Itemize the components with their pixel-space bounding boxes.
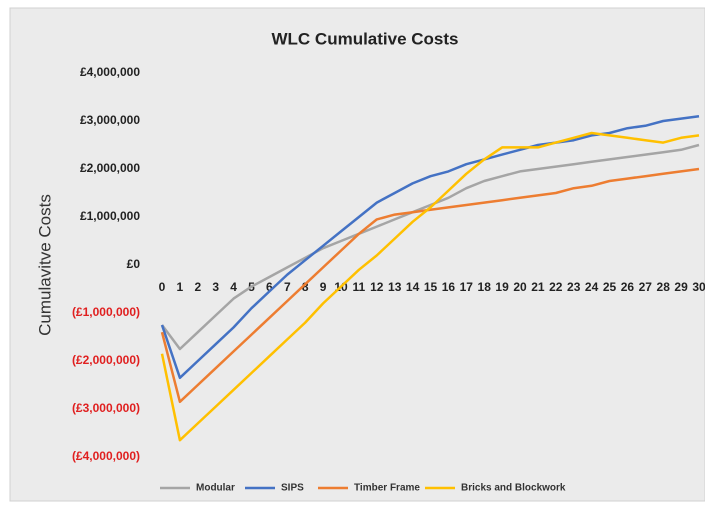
y-tick-label: (£2,000,000) bbox=[72, 353, 140, 367]
series-line bbox=[160, 143, 700, 351]
x-tick-label: 2 bbox=[194, 280, 201, 294]
x-tick-label: 8 bbox=[302, 280, 309, 294]
y-tick-label: (£4,000,000) bbox=[72, 449, 140, 463]
y-tick-label: (£1,000,000) bbox=[72, 305, 140, 319]
x-tick-label: 6 bbox=[266, 280, 273, 294]
x-tick-label: 26 bbox=[621, 280, 635, 294]
x-tick-label: 20 bbox=[513, 280, 527, 294]
y-tick-label: £1,000,000 bbox=[80, 209, 140, 223]
x-tick-label: 4 bbox=[230, 280, 237, 294]
x-tick-label: 1 bbox=[177, 280, 184, 294]
x-tick-label: 18 bbox=[478, 280, 492, 294]
x-tick-label: 28 bbox=[657, 280, 671, 294]
y-tick-label: £3,000,000 bbox=[80, 113, 140, 127]
series-line bbox=[160, 167, 700, 404]
x-tick-label: 0 bbox=[159, 280, 166, 294]
x-tick-label: 13 bbox=[388, 280, 402, 294]
y-tick-label: (£3,000,000) bbox=[72, 401, 140, 415]
chart-background bbox=[9, 7, 705, 502]
x-tick-label: 25 bbox=[603, 280, 617, 294]
x-tick-label: 22 bbox=[549, 280, 563, 294]
x-tick-label: 27 bbox=[639, 280, 653, 294]
series-line bbox=[160, 114, 700, 380]
chart-title: WLC Cumulative Costs bbox=[271, 29, 458, 48]
x-tick-label: 14 bbox=[406, 280, 420, 294]
x-tick-label: 15 bbox=[424, 280, 438, 294]
y-tick-label: £0 bbox=[127, 257, 141, 271]
x-tick-label: 9 bbox=[320, 280, 327, 294]
x-tick-label: 29 bbox=[674, 280, 688, 294]
y-tick-label: £2,000,000 bbox=[80, 161, 140, 175]
legend-label: SIPS bbox=[281, 483, 304, 494]
x-tick-label: 16 bbox=[442, 280, 456, 294]
x-tick-label: 30 bbox=[692, 280, 705, 294]
y-axis-label: Cumulavitve Costs bbox=[35, 194, 54, 336]
x-tick-label: 24 bbox=[585, 280, 599, 294]
y-tick-label: £4,000,000 bbox=[80, 65, 140, 79]
legend-label: Bricks and Blockwork bbox=[461, 483, 566, 494]
x-tick-label: 23 bbox=[567, 280, 581, 294]
x-tick-label: 17 bbox=[460, 280, 474, 294]
series-line bbox=[160, 131, 700, 442]
x-tick-label: 21 bbox=[531, 280, 545, 294]
x-tick-label: 3 bbox=[212, 280, 219, 294]
x-tick-label: 19 bbox=[495, 280, 509, 294]
x-tick-label: 7 bbox=[284, 280, 291, 294]
x-tick-label: 12 bbox=[370, 280, 384, 294]
legend-label: Modular bbox=[196, 483, 235, 494]
x-tick-label: 11 bbox=[353, 280, 366, 294]
legend-label: Timber Frame bbox=[354, 483, 420, 494]
